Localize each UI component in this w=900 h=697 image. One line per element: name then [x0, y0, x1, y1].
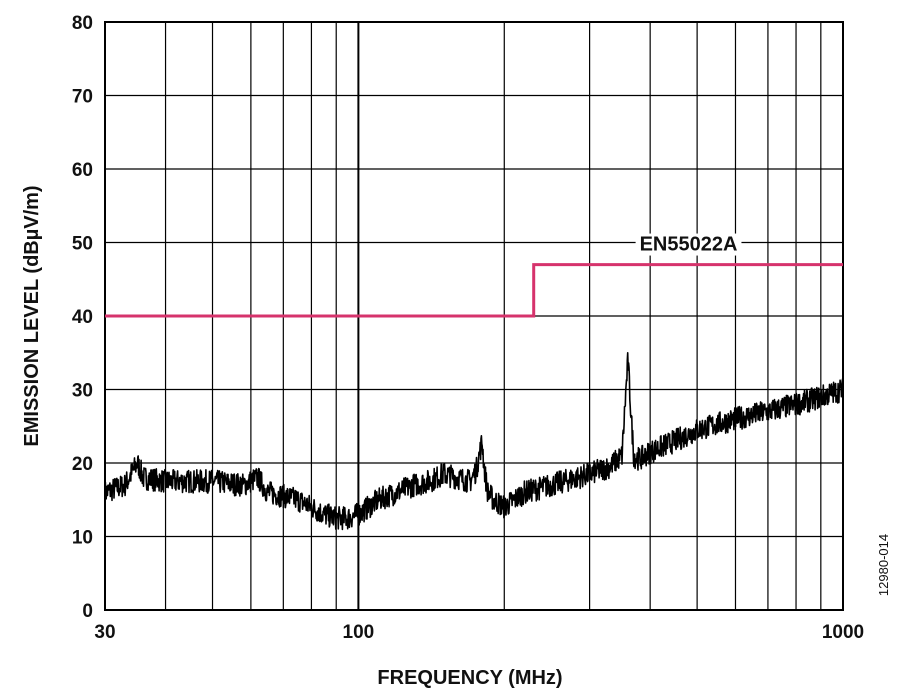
limit-label-backdrop	[635, 233, 742, 256]
y-tick-label: 50	[72, 234, 93, 255]
y-tick-label: 70	[72, 87, 93, 108]
x-tick-label: 30	[94, 622, 115, 643]
limit-line	[105, 263, 843, 318]
y-tick-label: 80	[72, 13, 93, 34]
y-tick-label: 0	[82, 601, 93, 622]
y-tick-label: 60	[72, 160, 93, 181]
figure-id: 12980-014	[876, 534, 891, 596]
y-tick-label: 20	[72, 454, 93, 475]
limit-series-label: EN55022A	[640, 234, 738, 256]
y-tick-label: 30	[72, 381, 93, 402]
emission-trace	[104, 351, 844, 531]
y-tick-labels: 0 10 20 30 40 50 60 70 80	[72, 13, 93, 622]
y-tick-label: 40	[72, 307, 93, 328]
series-layer	[104, 263, 844, 531]
x-tick-label: 100	[343, 622, 375, 643]
y-axis-label: EMISSION LEVEL (dBµV/m)	[21, 185, 43, 446]
y-tick-label: 10	[72, 528, 93, 549]
x-tick-labels: 30 100 1000	[94, 622, 864, 643]
x-tick-label: 1000	[822, 622, 864, 643]
x-axis-label: FREQUENCY (MHz)	[377, 667, 562, 689]
